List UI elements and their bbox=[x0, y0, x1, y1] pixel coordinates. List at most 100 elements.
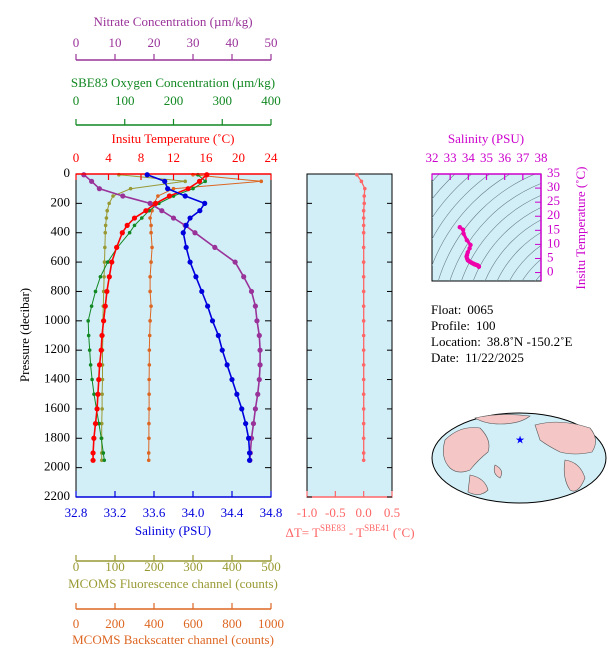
world-map: ★ bbox=[431, 412, 607, 504]
x-tick-label: 0 bbox=[73, 35, 80, 50]
profile-point bbox=[127, 230, 132, 235]
profile-point bbox=[128, 186, 133, 191]
info-value: 38.8˚N -150.2˚E bbox=[487, 334, 573, 349]
density-contour bbox=[530, 260, 609, 400]
profile-point bbox=[100, 377, 105, 382]
profile-point bbox=[90, 457, 96, 463]
profile-point bbox=[149, 260, 153, 264]
profile-point bbox=[147, 377, 151, 382]
profile-point bbox=[140, 216, 144, 220]
ts-point bbox=[476, 264, 482, 269]
map-land bbox=[563, 459, 586, 492]
profile-point bbox=[103, 223, 108, 228]
float-location-marker: ★ bbox=[515, 435, 525, 447]
x-tick-label: 200 bbox=[164, 93, 184, 108]
difference-point bbox=[361, 216, 366, 220]
x-axis-title: Salinity (PSU) bbox=[448, 131, 524, 146]
x-tick-label: 33 bbox=[444, 150, 457, 165]
profile-point bbox=[131, 215, 138, 221]
x-axis-title-part: SBE41 bbox=[364, 523, 390, 533]
profile-point bbox=[100, 407, 104, 411]
profile-point bbox=[101, 451, 106, 455]
profile-point bbox=[254, 318, 260, 324]
profile-point bbox=[94, 406, 100, 412]
x-tick-label: 10 bbox=[109, 35, 122, 50]
profile-point bbox=[101, 318, 107, 324]
ts-point bbox=[457, 225, 462, 230]
profile-point bbox=[87, 348, 92, 352]
profile-point bbox=[256, 376, 262, 383]
profile-point bbox=[147, 392, 151, 397]
y-axis-title: Insitu Temperature (˚C) bbox=[573, 166, 588, 289]
profile-point bbox=[183, 179, 187, 184]
profile-point bbox=[106, 274, 112, 280]
y-tick-label: 30 bbox=[547, 179, 560, 194]
y-tick-label: 600 bbox=[51, 253, 71, 268]
y-tick-label: 1600 bbox=[44, 400, 70, 415]
profile-point bbox=[193, 274, 199, 280]
profile-point bbox=[185, 186, 191, 192]
x-tick-label: 400 bbox=[144, 616, 164, 631]
profile-point bbox=[90, 377, 94, 382]
profile-point bbox=[245, 435, 252, 441]
x-tick-label: 35 bbox=[480, 150, 493, 165]
x-tick-label: 24 bbox=[265, 150, 279, 165]
difference-point bbox=[361, 274, 366, 279]
x-tick-label: 0 bbox=[73, 150, 80, 165]
x-axis-title-part: - T bbox=[346, 525, 365, 540]
profile-point bbox=[147, 436, 151, 441]
profile-point bbox=[104, 216, 109, 220]
difference-point bbox=[362, 194, 367, 198]
x-tick-label: 0 bbox=[73, 559, 80, 574]
profile-point bbox=[89, 304, 94, 308]
profile-point bbox=[146, 451, 151, 455]
x-tick-label: 32.8 bbox=[65, 505, 88, 520]
profile-point bbox=[147, 348, 152, 352]
difference-point bbox=[361, 377, 366, 382]
density-contour bbox=[563, 293, 609, 367]
profile-point bbox=[171, 186, 176, 191]
profile-point bbox=[95, 391, 101, 397]
profile-point bbox=[148, 319, 152, 323]
profile-point bbox=[166, 193, 173, 199]
profile-point bbox=[148, 274, 152, 279]
x-tick-label: 50 bbox=[265, 35, 278, 50]
info-label: Float: bbox=[431, 302, 461, 317]
x-tick-label: 0 bbox=[73, 93, 80, 108]
profile-point bbox=[203, 179, 207, 184]
profile-point bbox=[120, 193, 126, 199]
profile-point bbox=[243, 420, 249, 427]
x-tick-label: 300 bbox=[183, 559, 203, 574]
ts-point bbox=[460, 227, 466, 232]
difference-point bbox=[361, 304, 366, 308]
difference-point bbox=[361, 230, 366, 235]
profile-point bbox=[147, 333, 152, 338]
difference-point bbox=[361, 333, 366, 338]
y-tick-label: 2200 bbox=[44, 488, 70, 503]
profile-point bbox=[170, 215, 177, 221]
profile-point bbox=[196, 178, 203, 184]
profile-point bbox=[104, 288, 110, 295]
map-land bbox=[534, 421, 596, 455]
y-tick-label: 15 bbox=[547, 221, 560, 236]
profile-point bbox=[150, 245, 154, 250]
profile-point bbox=[232, 259, 238, 265]
x-tick-label: 16 bbox=[200, 150, 214, 165]
profile-point bbox=[147, 363, 152, 367]
profile-point bbox=[93, 289, 98, 294]
profile-point bbox=[250, 420, 257, 427]
x-axis-title-part: SBE83 bbox=[320, 523, 346, 533]
difference-point bbox=[361, 436, 366, 441]
profile-point bbox=[234, 391, 240, 397]
difference-point bbox=[361, 245, 366, 250]
x-tick-label: 4 bbox=[105, 150, 112, 165]
profile-point bbox=[97, 421, 101, 426]
x-tick-label: -0.5 bbox=[325, 505, 346, 520]
profile-point bbox=[180, 230, 186, 236]
profile-point bbox=[91, 435, 97, 441]
ts-point bbox=[461, 231, 466, 236]
map-land bbox=[467, 474, 489, 495]
density-contour bbox=[585, 315, 609, 345]
difference-point bbox=[361, 451, 366, 455]
info-label: Profile: bbox=[431, 318, 470, 333]
